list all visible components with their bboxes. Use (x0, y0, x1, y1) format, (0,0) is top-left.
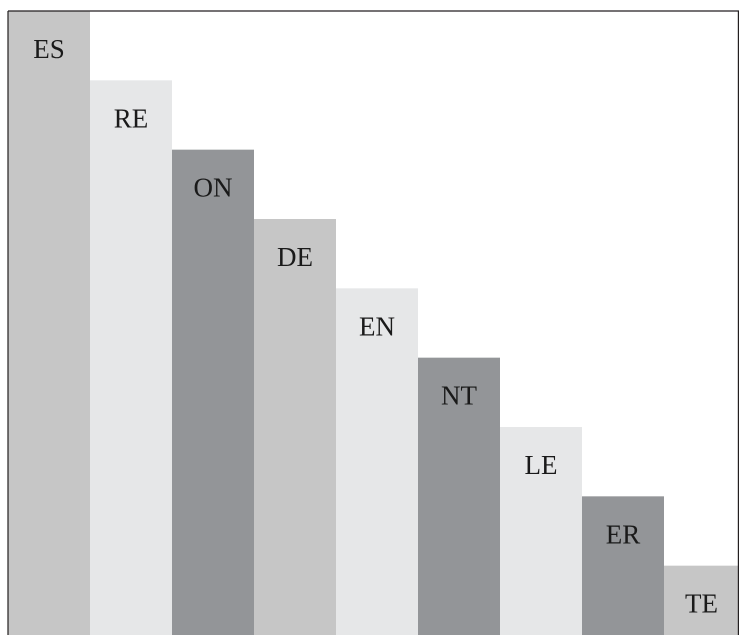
bar-en (336, 288, 418, 635)
bar-label-on: ON (194, 173, 233, 203)
bar-label-nt: NT (441, 381, 477, 411)
bar-er (582, 496, 664, 635)
bar-de (254, 219, 336, 635)
bar-label-en: EN (359, 311, 395, 341)
bar-es (8, 11, 90, 635)
bar-label-er: ER (606, 519, 641, 549)
bars-layer (8, 11, 739, 635)
bar-label-le: LE (525, 450, 558, 480)
bar-re (90, 80, 172, 635)
bar-label-te: TE (685, 589, 718, 619)
bar-label-de: DE (277, 242, 313, 272)
labels-layer: ES RE ON DE EN NT LE ER TE (33, 34, 718, 619)
bar-label-es: ES (33, 34, 65, 64)
bar-label-re: RE (114, 103, 149, 133)
chart-frame-lines (7, 10, 739, 635)
bar-le (500, 427, 582, 635)
bar-nt (418, 357, 500, 635)
bar-on (172, 149, 254, 635)
bar-te (664, 565, 739, 635)
